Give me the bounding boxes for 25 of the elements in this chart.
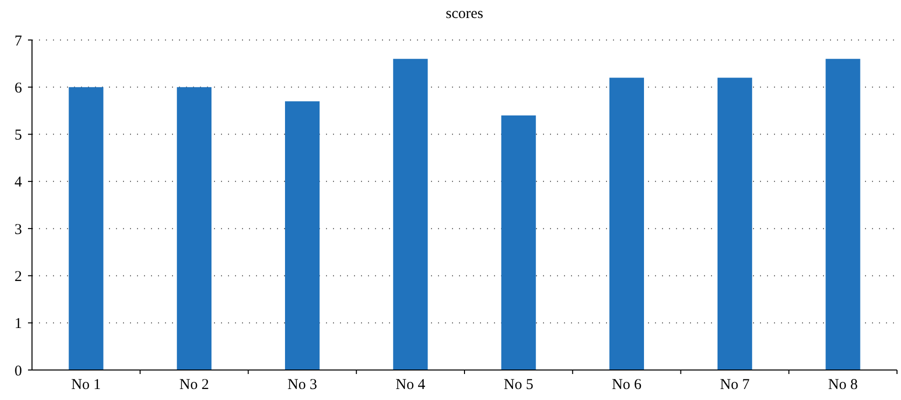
bar xyxy=(176,87,212,370)
bar xyxy=(393,58,428,370)
y-tick-label: 1 xyxy=(14,316,22,332)
x-tick-label: No 8 xyxy=(828,377,858,393)
bar xyxy=(609,78,644,370)
x-tick-label: No 1 xyxy=(71,377,101,393)
x-tick-label: No 3 xyxy=(288,377,318,393)
bar xyxy=(718,78,752,370)
y-tick-label: 6 xyxy=(14,80,22,96)
y-tick-label: 2 xyxy=(14,268,22,285)
bar xyxy=(501,115,536,370)
x-tick-label: No 6 xyxy=(612,377,642,393)
bar xyxy=(68,87,104,370)
y-tick-label: 5 xyxy=(14,128,22,144)
y-tick-label: 7 xyxy=(14,33,22,50)
x-tick-label: No 5 xyxy=(504,377,534,393)
y-tick-label: 0 xyxy=(14,363,22,380)
bar xyxy=(285,101,320,370)
bar xyxy=(826,58,860,370)
x-tick-label: No 7 xyxy=(720,377,750,393)
y-tick-label: 4 xyxy=(14,174,22,191)
x-tick-label: No 2 xyxy=(179,377,209,393)
chart-title: scores xyxy=(446,6,484,22)
y-tick-label: 3 xyxy=(14,222,22,238)
x-tick-label: No 4 xyxy=(396,377,426,393)
